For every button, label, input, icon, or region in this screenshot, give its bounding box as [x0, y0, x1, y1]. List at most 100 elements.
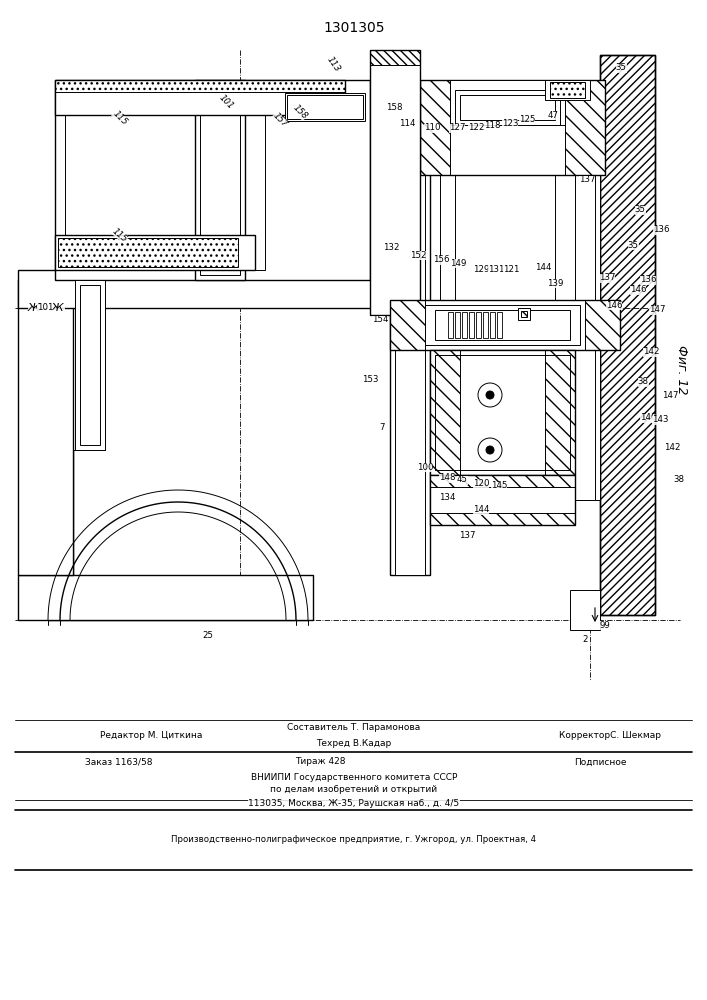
- Bar: [518, 308, 530, 320]
- Text: 113: 113: [325, 55, 341, 73]
- Bar: [430, 475, 575, 487]
- Text: 120: 120: [473, 479, 489, 488]
- Bar: [455, 312, 460, 338]
- Text: 137: 137: [579, 176, 595, 184]
- Text: 118: 118: [484, 120, 501, 129]
- Text: 121: 121: [503, 265, 519, 274]
- Circle shape: [478, 383, 502, 407]
- Text: 35: 35: [628, 240, 638, 249]
- Text: 136: 136: [640, 275, 656, 284]
- Bar: [195, 80, 245, 280]
- Text: 156: 156: [433, 255, 449, 264]
- Bar: [545, 350, 575, 475]
- Circle shape: [486, 391, 494, 399]
- Text: 158: 158: [386, 104, 402, 112]
- Bar: [585, 300, 620, 350]
- Bar: [430, 350, 575, 475]
- Text: 140: 140: [640, 414, 656, 422]
- Text: Составитель Т. Парамонова: Составитель Т. Парамонова: [287, 724, 421, 732]
- Text: 45: 45: [457, 476, 467, 485]
- Bar: [575, 85, 595, 500]
- Text: ВНИИПИ Государственного комитета СССР: ВНИИПИ Государственного комитета СССР: [251, 774, 457, 782]
- Bar: [285, 93, 365, 121]
- Text: 99: 99: [600, 620, 610, 630]
- Bar: [455, 90, 560, 125]
- Text: Редактор М. Циткина: Редактор М. Циткина: [100, 730, 202, 740]
- Text: 101: 101: [217, 93, 235, 111]
- Bar: [570, 80, 600, 500]
- Bar: [483, 312, 488, 338]
- Text: Подписное: Подписное: [574, 758, 626, 766]
- Text: 137: 137: [599, 273, 615, 282]
- Text: 157: 157: [271, 111, 289, 129]
- Bar: [55, 235, 255, 270]
- Bar: [420, 80, 450, 175]
- Bar: [600, 55, 655, 615]
- Bar: [200, 85, 240, 275]
- Bar: [450, 80, 565, 125]
- Bar: [545, 80, 590, 100]
- Text: 146: 146: [630, 286, 646, 294]
- Text: 115: 115: [111, 226, 129, 244]
- Text: 115: 115: [111, 109, 129, 127]
- Text: 113035, Москва, Ж-35, Раушская наб., д. 4/5: 113035, Москва, Ж-35, Раушская наб., д. …: [248, 798, 460, 808]
- Text: 144: 144: [534, 263, 551, 272]
- Text: Фиг. 12: Фиг. 12: [675, 345, 689, 395]
- Bar: [287, 95, 363, 119]
- Bar: [370, 50, 420, 65]
- Text: 38: 38: [674, 476, 684, 485]
- Text: 143: 143: [652, 416, 668, 424]
- Text: 153: 153: [362, 375, 378, 384]
- Bar: [448, 312, 453, 338]
- Text: КорректорС. Шекмар: КорректорС. Шекмар: [559, 730, 661, 740]
- Text: по делам изобретений и открытий: по делам изобретений и открытий: [271, 786, 438, 794]
- Bar: [440, 170, 455, 515]
- Text: 35: 35: [616, 64, 626, 73]
- Text: 35: 35: [634, 206, 645, 215]
- Text: 7: 7: [379, 424, 385, 432]
- Circle shape: [478, 438, 502, 462]
- Bar: [430, 475, 575, 525]
- Bar: [58, 238, 238, 267]
- Text: 132: 132: [382, 243, 399, 252]
- Bar: [390, 300, 425, 350]
- Text: 147: 147: [662, 390, 678, 399]
- Bar: [390, 100, 430, 575]
- Text: 114: 114: [399, 119, 415, 128]
- Bar: [555, 170, 575, 515]
- Text: 139: 139: [547, 278, 563, 288]
- Bar: [18, 575, 313, 620]
- Bar: [435, 310, 570, 340]
- Text: 2: 2: [583, 636, 588, 645]
- Text: Заказ 1163/58: Заказ 1163/58: [85, 758, 153, 766]
- Bar: [435, 355, 570, 470]
- Bar: [55, 80, 345, 92]
- Text: 142: 142: [643, 348, 659, 357]
- Text: 144: 144: [473, 506, 489, 514]
- Bar: [570, 590, 600, 630]
- Text: 136: 136: [653, 226, 670, 234]
- Text: 142: 142: [664, 444, 680, 452]
- Text: 123: 123: [502, 118, 518, 127]
- Bar: [460, 95, 555, 120]
- Bar: [65, 90, 265, 270]
- Text: 101: 101: [37, 304, 53, 312]
- Text: 152: 152: [410, 250, 426, 259]
- Text: 110: 110: [423, 123, 440, 132]
- Bar: [565, 80, 605, 175]
- Text: 1301305: 1301305: [323, 21, 385, 35]
- Text: 146: 146: [606, 300, 622, 310]
- Bar: [469, 312, 474, 338]
- Text: 154: 154: [372, 316, 388, 324]
- Bar: [80, 285, 100, 445]
- Text: 129: 129: [473, 265, 489, 274]
- Text: 134: 134: [439, 493, 455, 502]
- Bar: [521, 311, 527, 317]
- Text: 137: 137: [459, 530, 475, 540]
- Bar: [490, 312, 495, 338]
- Text: 127: 127: [449, 123, 465, 132]
- Bar: [462, 312, 467, 338]
- Text: 100: 100: [416, 462, 433, 472]
- Text: 147: 147: [649, 306, 665, 314]
- Bar: [18, 280, 73, 575]
